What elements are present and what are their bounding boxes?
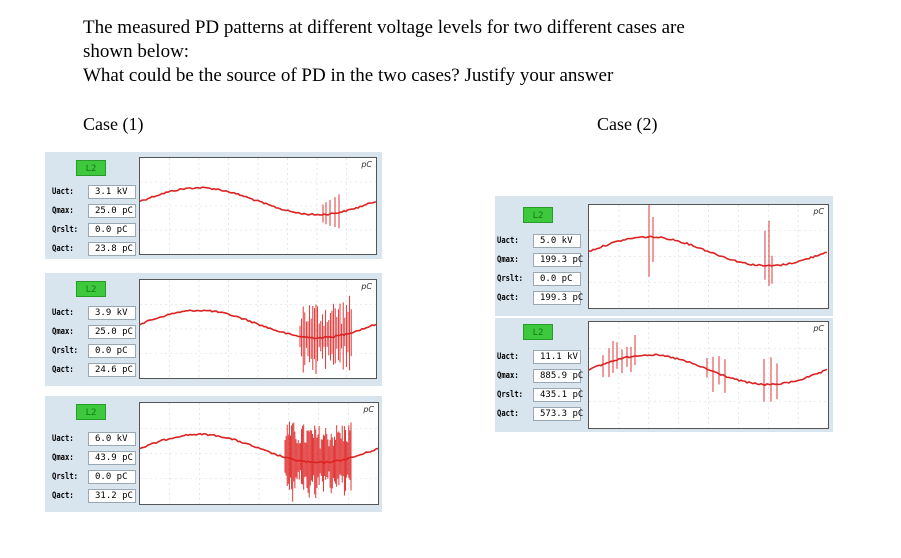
readout-row-qmax: Qmax: 43.9 pC: [52, 451, 136, 465]
channel-tag[interactable]: L2: [523, 207, 553, 223]
question-line-3: What could be the source of PD in the tw…: [83, 65, 614, 86]
qrslt-label: Qrslt:: [497, 390, 524, 400]
pd-pattern-svg: [589, 322, 828, 428]
pd-pattern-svg: [140, 158, 376, 254]
unit-label: pC: [813, 324, 824, 333]
qact-value: 573.3 pC: [533, 407, 583, 421]
pd-pattern-plot: pC: [139, 279, 377, 379]
readout-row-uact: Uact: 3.9 kV: [52, 306, 136, 320]
readout-row-uact: Uact: 11.1 kV: [497, 350, 581, 364]
pd-pattern-plot: pC: [139, 402, 379, 505]
uact-value: 6.0 kV: [88, 432, 136, 446]
readout-row-qmax: Qmax: 885.9 pC: [497, 369, 583, 383]
readout-row-qact: Qact: 24.6 pC: [52, 363, 136, 377]
qrslt-value: 0.0 pC: [88, 470, 136, 484]
readout-row-qmax: Qmax: 25.0 pC: [52, 204, 136, 218]
readout-row-qmax: Qmax: 199.3 pC: [497, 253, 583, 267]
qmax-value: 25.0 pC: [88, 325, 136, 339]
voltage-trace: [589, 235, 827, 267]
uact-label: Uact:: [497, 352, 519, 362]
uact-value: 11.1 kV: [533, 350, 581, 364]
qact-value: 24.6 pC: [88, 363, 136, 377]
pd-panel: L2 Uact: 3.9 kV Qmax: 25.0 pC Qrslt: 0.0 pC Qac…: [45, 273, 382, 386]
voltage-trace: [589, 353, 828, 386]
unit-label: pC: [361, 160, 372, 169]
qrslt-label: Qrslt:: [497, 274, 524, 284]
qrslt-value: 0.0 pC: [533, 272, 581, 286]
voltage-trace: [140, 432, 378, 465]
readout-row-qrslt: Qrslt: 435.1 pC: [497, 388, 583, 402]
uact-label: Uact:: [52, 434, 74, 444]
uact-value: 5.0 kV: [533, 234, 581, 248]
case-2-label: Case (2): [597, 114, 658, 134]
qrslt-value: 435.1 pC: [533, 388, 583, 402]
qact-value: 199.3 pC: [533, 291, 583, 305]
readout-row-qrslt: Qrslt: 0.0 pC: [497, 272, 581, 286]
readout-row-qact: Qact: 199.3 pC: [497, 291, 583, 305]
qmax-label: Qmax:: [52, 327, 74, 337]
pd-panel: L2 Uact: 3.1 kV Qmax: 25.0 pC Qrslt: 0.0 pC Qac…: [45, 152, 382, 259]
readout-row-qact: Qact: 23.8 pC: [52, 242, 136, 256]
channel-tag[interactable]: L2: [523, 324, 553, 340]
readout-row-qrslt: Qrslt: 0.0 pC: [52, 223, 136, 237]
qrslt-label: Qrslt:: [52, 472, 79, 482]
qmax-label: Qmax:: [497, 371, 519, 381]
pd-pattern-plot: pC: [588, 321, 829, 429]
readout-row-qrslt: Qrslt: 0.0 pC: [52, 344, 136, 358]
channel-tag[interactable]: L2: [76, 160, 106, 176]
pd-panel: L2 Uact: 5.0 kV Qmax: 199.3 pC Qrslt: 0.0 pC Qa…: [495, 196, 833, 316]
readout-row-qrslt: Qrslt: 0.0 pC: [52, 470, 136, 484]
qmax-value: 25.0 pC: [88, 204, 136, 218]
readout-row-qmax: Qmax: 25.0 pC: [52, 325, 136, 339]
unit-label: pC: [363, 405, 374, 414]
question-line-1: The measured PD patterns at different vo…: [83, 17, 685, 38]
channel-tag[interactable]: L2: [76, 404, 106, 420]
unit-label: pC: [813, 207, 824, 216]
pd-pattern-svg: [140, 403, 378, 504]
qact-value: 31.2 pC: [88, 489, 136, 503]
qrslt-value: 0.0 pC: [88, 223, 136, 237]
readout-row-uact: Uact: 5.0 kV: [497, 234, 581, 248]
qact-value: 23.8 pC: [88, 242, 136, 256]
pd-panel: L2 Uact: 11.1 kV Qmax: 885.9 pC Qrslt: 435.1 p…: [495, 318, 833, 432]
uact-value: 3.1 kV: [88, 185, 136, 199]
pd-pattern-svg: [140, 280, 376, 378]
voltage-trace: [140, 186, 376, 216]
qrslt-label: Qrslt:: [52, 346, 79, 356]
qact-label: Qact:: [497, 293, 519, 303]
question-text: The measured PD patterns at different vo…: [83, 16, 843, 88]
qmax-value: 199.3 pC: [533, 253, 583, 267]
qmax-label: Qmax:: [52, 453, 74, 463]
uact-label: Uact:: [52, 187, 74, 197]
qact-label: Qact:: [52, 491, 74, 501]
readout-row-uact: Uact: 6.0 kV: [52, 432, 136, 446]
qact-label: Qact:: [52, 244, 74, 254]
pd-panel: L2 Uact: 6.0 kV Qmax: 43.9 pC Qrslt: 0.0 pC Qac…: [45, 396, 382, 512]
uact-label: Uact:: [52, 308, 74, 318]
unit-label: pC: [361, 282, 372, 291]
qact-label: Qact:: [497, 409, 519, 419]
question-line-2: shown below:: [83, 41, 190, 62]
case-1-label: Case (1): [83, 114, 144, 134]
qact-label: Qact:: [52, 365, 74, 375]
pd-pattern-plot: pC: [139, 157, 377, 255]
readout-row-qact: Qact: 573.3 pC: [497, 407, 583, 421]
qrslt-label: Qrslt:: [52, 225, 79, 235]
voltage-trace: [140, 309, 376, 340]
qmax-label: Qmax:: [52, 206, 74, 216]
readout-row-uact: Uact: 3.1 kV: [52, 185, 136, 199]
uact-value: 3.9 kV: [88, 306, 136, 320]
channel-tag[interactable]: L2: [76, 281, 106, 297]
pd-pattern-svg: [589, 205, 828, 308]
pd-pattern-plot: pC: [588, 204, 829, 309]
qmax-value: 885.9 pC: [533, 369, 583, 383]
qmax-label: Qmax:: [497, 255, 519, 265]
readout-row-qact: Qact: 31.2 pC: [52, 489, 136, 503]
qrslt-value: 0.0 pC: [88, 344, 136, 358]
uact-label: Uact:: [497, 236, 519, 246]
qmax-value: 43.9 pC: [88, 451, 136, 465]
